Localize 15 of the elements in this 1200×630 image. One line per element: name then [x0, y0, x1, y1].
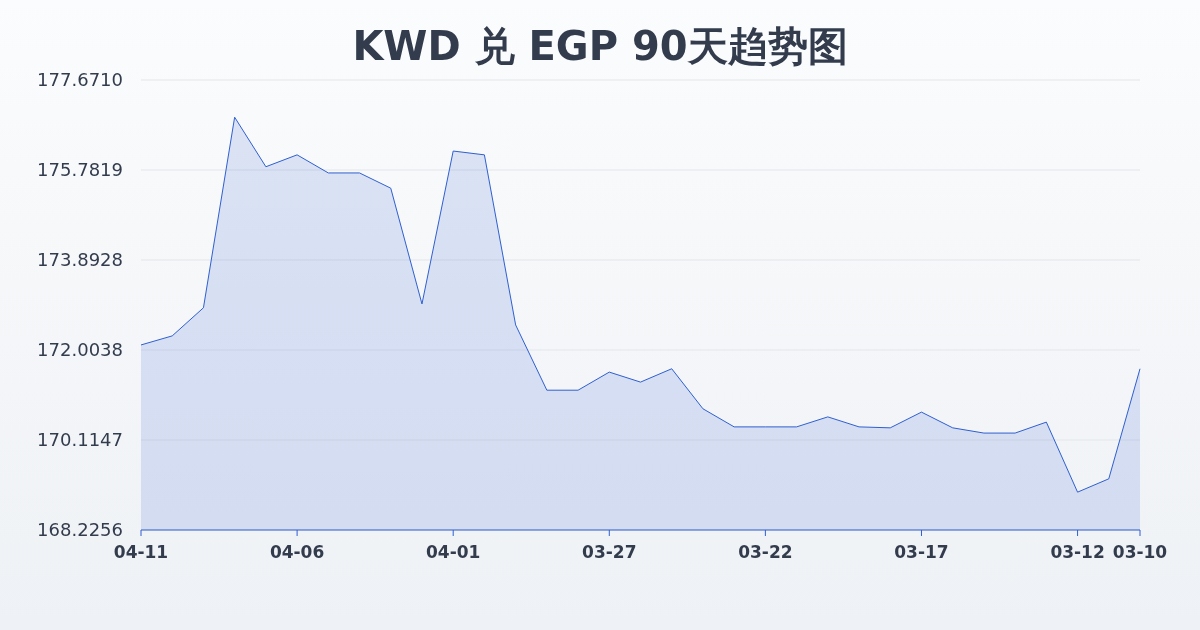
x-tick-label: 03-17	[894, 542, 949, 562]
x-tick-label: 04-01	[426, 542, 481, 562]
x-tick-label: 03-22	[738, 542, 793, 562]
x-tick-label: 03-10	[1112, 542, 1168, 562]
y-tick-label: 173.8928	[37, 249, 123, 271]
x-tick-label: 04-11	[113, 542, 169, 562]
y-tick-label: 170.1147	[37, 429, 123, 451]
x-tick-label: 03-12	[1050, 542, 1105, 562]
y-tick-label: 177.6710	[37, 69, 123, 91]
chart-title: KWD 兑 EGP 90天趋势图	[352, 23, 848, 69]
x-tick-label: 03-27	[582, 542, 637, 562]
y-tick-label: 175.7819	[37, 159, 123, 181]
x-tick-label: 04-06	[269, 542, 325, 562]
y-tick-label: 168.2256	[37, 519, 123, 541]
y-tick-label: 172.0038	[37, 339, 123, 361]
